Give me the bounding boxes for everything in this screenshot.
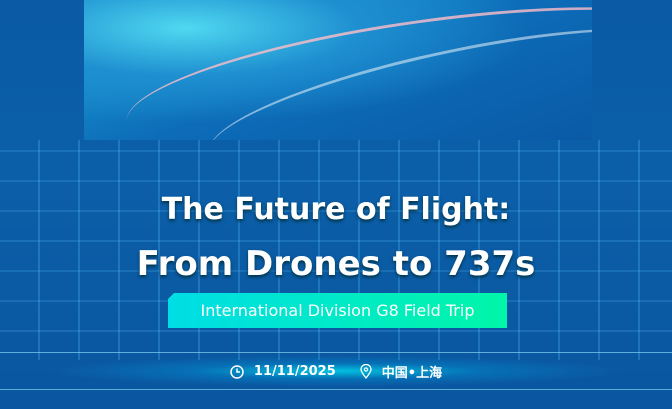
title-line-2: From Drones to 737s [136, 244, 536, 284]
subtitle-banner: International Division G8 Field Trip [168, 293, 507, 328]
hero-banner-image [84, 0, 592, 140]
event-info: 11/11/2025 中国•上海 [0, 362, 672, 381]
location-item: 中国•上海 [360, 362, 442, 381]
map-pin-icon [360, 364, 372, 379]
info-bar [0, 352, 672, 390]
clock-icon [230, 364, 244, 379]
date-item: 11/11/2025 [230, 364, 336, 379]
event-date: 11/11/2025 [253, 364, 336, 379]
title-line-1: The Future of Flight: [161, 192, 511, 227]
event-location: 中国•上海 [381, 366, 443, 381]
